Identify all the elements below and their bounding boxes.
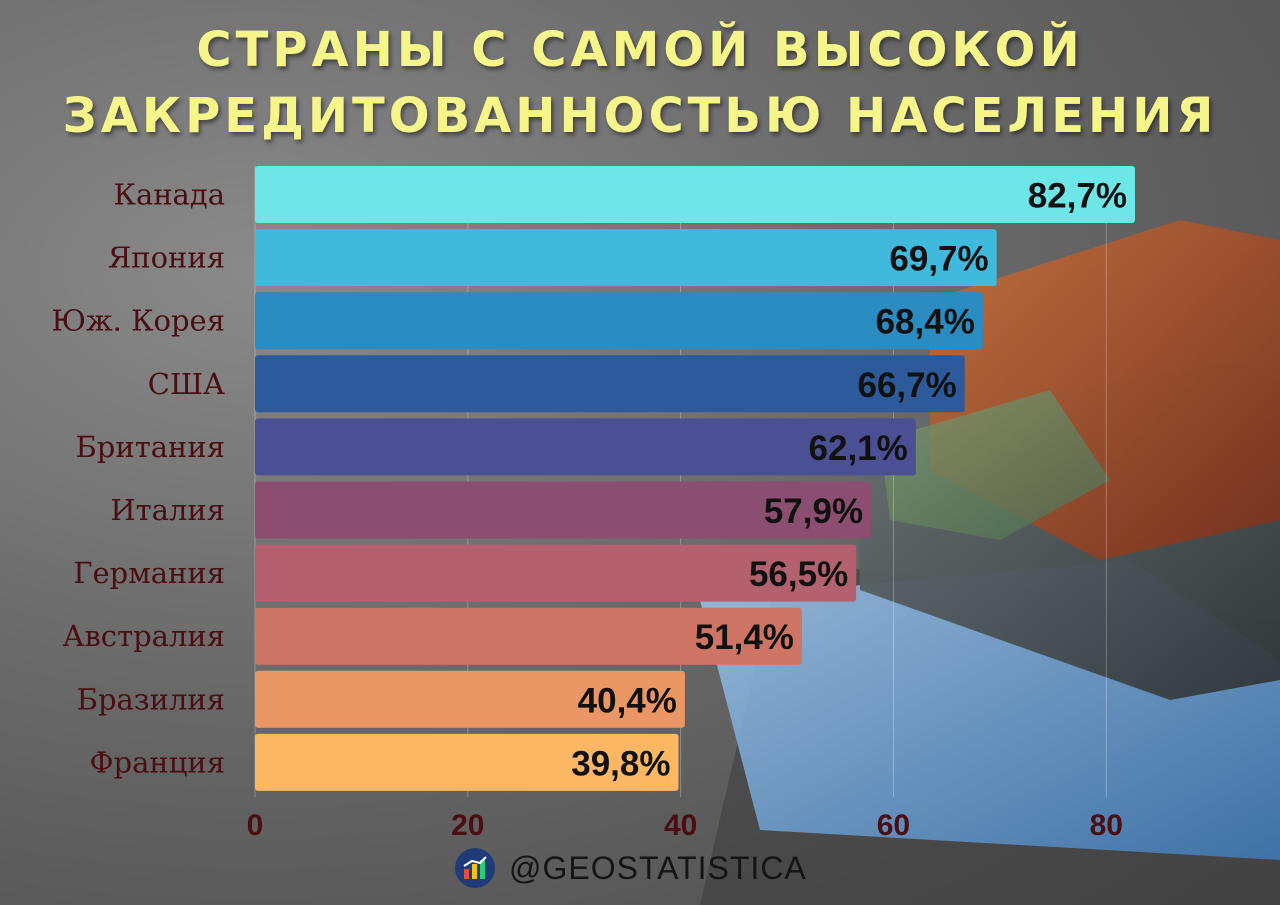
chart-title-line-1: Страны с самой высокой	[196, 22, 1084, 78]
bar	[255, 733, 679, 791]
category-label: Канада	[114, 178, 226, 212]
x-tick-label: 40	[664, 809, 697, 842]
value-label: 62,1%	[809, 429, 908, 468]
bar	[255, 418, 916, 476]
bar	[255, 670, 685, 728]
label-layer: Канада 82,7% Япония 69,7% Юж. Корея 68,4% США 6…	[51, 177, 1127, 784]
x-tick-label: 20	[451, 809, 484, 842]
bar	[255, 607, 802, 665]
category-label: Австралия	[63, 619, 225, 653]
category-label: Франция	[89, 745, 225, 779]
category-label: США	[148, 367, 225, 401]
category-label: Германия	[73, 556, 225, 590]
footer: @GEOSTATISTICA	[455, 846, 807, 890]
value-label: 56,5%	[749, 555, 848, 594]
value-label: 39,8%	[571, 744, 670, 783]
category-label: Италия	[110, 493, 225, 527]
footer-handle: @GEOSTATISTICA	[509, 849, 807, 886]
value-label: 66,7%	[857, 366, 956, 405]
bar-chart-logo-icon	[455, 848, 495, 888]
x-tick-label: 0	[247, 809, 264, 842]
bar	[255, 481, 872, 539]
category-label: Британия	[76, 430, 226, 464]
x-tick-label: 80	[1090, 809, 1123, 842]
value-label: 68,4%	[876, 303, 975, 342]
chart-title-line-2: закредитованностью населения	[62, 88, 1218, 144]
x-axis-ticks: 0 20 40 60 80	[247, 809, 1123, 842]
value-label: 69,7%	[889, 240, 988, 279]
bar	[255, 229, 997, 287]
value-label: 82,7%	[1028, 177, 1127, 216]
bar	[255, 355, 965, 413]
x-tick-label: 60	[877, 809, 910, 842]
bar-layer	[255, 166, 1135, 791]
category-label: Юж. Корея	[51, 304, 225, 338]
bar	[255, 166, 1135, 223]
category-label: Япония	[108, 241, 225, 275]
value-label: 51,4%	[695, 618, 794, 657]
value-label: 40,4%	[578, 681, 677, 720]
category-label: Бразилия	[77, 682, 225, 716]
bar	[255, 544, 857, 602]
value-label: 57,9%	[764, 492, 863, 531]
bar	[255, 292, 983, 350]
